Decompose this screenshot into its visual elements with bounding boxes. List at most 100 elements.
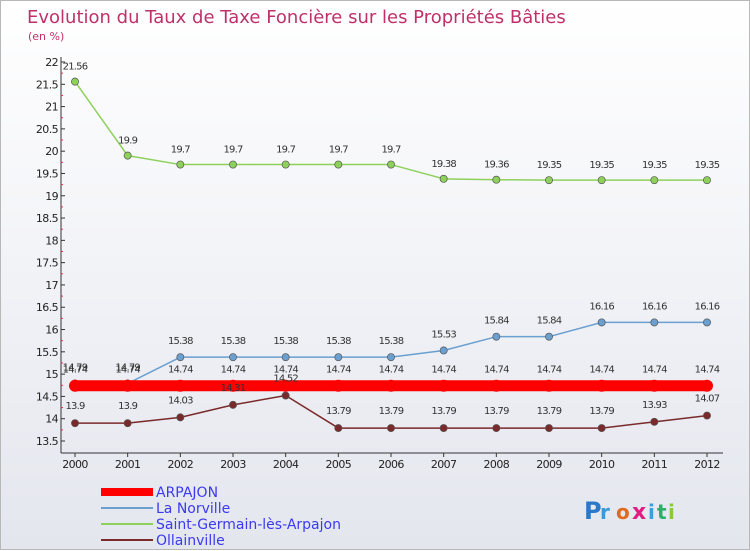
y-tick-label: 18.5 <box>36 212 59 225</box>
y-tick-label: 13.5 <box>36 435 59 448</box>
logo-letter: r <box>600 500 610 524</box>
data-label: 13.9 <box>65 401 85 412</box>
axes: 13.5 14 14.5 15 15.5 16 16.5 17 17.5 18 18.5 19 19.5… <box>36 56 723 471</box>
data-label: 14.74 <box>221 365 246 376</box>
data-label: 13.79 <box>484 406 509 417</box>
logo-letter: i <box>668 500 675 524</box>
data-point <box>650 417 659 426</box>
x-tick-label: 2002 <box>168 458 194 471</box>
x-tick-label: 2010 <box>589 458 615 471</box>
data-point <box>385 379 397 392</box>
x-tick-label: 2006 <box>378 458 404 471</box>
series-layer <box>69 77 713 433</box>
data-point <box>71 77 79 86</box>
data-labels: 21.56 19.9 19.7 19.7 19.7 19.7 19.7 19.38 19.36 1… <box>63 62 721 417</box>
data-point <box>334 353 343 362</box>
y-tick-label: 15 <box>45 368 58 381</box>
y-tick-label: 20.5 <box>36 123 59 136</box>
data-point <box>334 160 343 169</box>
y-tick-label: 18 <box>45 234 58 247</box>
data-point <box>334 424 343 433</box>
data-point <box>597 176 606 185</box>
data-label: 19.35 <box>642 160 667 171</box>
data-point <box>703 411 711 420</box>
data-label: 15.38 <box>221 336 246 347</box>
data-point <box>650 176 659 185</box>
data-label: 19.35 <box>537 160 562 171</box>
data-point <box>492 424 501 433</box>
y-tick-label: 14 <box>45 413 58 426</box>
legend-entry: La Norville <box>156 501 230 517</box>
logo-letter: x <box>632 500 646 525</box>
data-point <box>121 379 134 392</box>
data-point <box>545 176 553 185</box>
x-tick-label: 2009 <box>536 458 562 471</box>
data-label: 15.38 <box>326 336 351 347</box>
data-point <box>439 424 448 433</box>
y-tick-label: 15.5 <box>36 346 59 359</box>
data-label: 14.74 <box>589 365 614 376</box>
data-label: 19.7 <box>329 145 349 156</box>
data-label: 19.7 <box>171 145 191 156</box>
data-point <box>597 424 606 433</box>
y-tick-label: 21 <box>45 101 58 114</box>
data-label: 14.74 <box>379 365 404 376</box>
data-point <box>439 174 448 183</box>
data-label: 19.36 <box>484 160 509 171</box>
data-label: 14.74 <box>115 365 140 376</box>
data-point <box>703 318 711 327</box>
data-label: 13.79 <box>431 406 456 417</box>
x-tick-label: 2007 <box>431 458 457 471</box>
data-point <box>648 379 661 392</box>
data-label: 15.38 <box>168 336 193 347</box>
data-label: 13.9 <box>118 401 138 412</box>
data-label: 19.7 <box>381 145 401 156</box>
data-label: 16.16 <box>589 301 614 312</box>
data-label: 16.16 <box>695 301 720 312</box>
data-label: 14.07 <box>695 394 720 405</box>
data-point <box>701 379 713 392</box>
data-point <box>545 332 553 341</box>
data-label: 19.38 <box>431 159 456 170</box>
legend-entry: Saint-Germain-lès-Arpajon <box>156 517 341 533</box>
y-tick-label: 17.5 <box>36 257 59 270</box>
data-label: 15.53 <box>431 329 456 340</box>
data-point <box>650 318 659 327</box>
data-point <box>543 379 555 392</box>
legend-entry: Ollainville <box>156 533 225 549</box>
x-tick-label: 2005 <box>326 458 352 471</box>
data-label: 14.52 <box>273 374 298 385</box>
data-label: 16.16 <box>642 301 667 312</box>
data-label: 19.35 <box>695 160 720 171</box>
data-point <box>281 391 290 400</box>
y-tick-label: 19.5 <box>36 167 59 180</box>
y-tick-label: 22 <box>45 56 58 69</box>
chart-subtitle: (en %) <box>28 30 64 43</box>
data-point <box>437 379 450 392</box>
legend-swatch <box>101 488 153 496</box>
data-point <box>387 353 395 362</box>
data-point <box>176 413 185 422</box>
x-tick-label: 2003 <box>220 458 246 471</box>
data-label: 13.79 <box>589 406 614 417</box>
data-point <box>545 424 553 433</box>
logo-letter: i <box>648 500 655 524</box>
data-point <box>229 400 237 409</box>
y-tick-label: 17 <box>45 279 58 292</box>
data-label: 14.79 <box>115 362 140 373</box>
x-tick-label: 2001 <box>115 458 141 471</box>
data-label: 15.38 <box>379 336 404 347</box>
logo-letter: o <box>616 500 630 524</box>
data-point <box>595 379 608 392</box>
x-tick-label: 2011 <box>642 458 668 471</box>
data-label: 14.74 <box>63 365 88 376</box>
data-point <box>279 379 292 392</box>
data-point <box>174 379 187 392</box>
data-label: 19.35 <box>589 160 614 171</box>
data-label: 13.79 <box>379 406 404 417</box>
data-point <box>439 346 448 355</box>
x-tick-label: 2000 <box>62 458 88 471</box>
data-point <box>490 379 503 392</box>
